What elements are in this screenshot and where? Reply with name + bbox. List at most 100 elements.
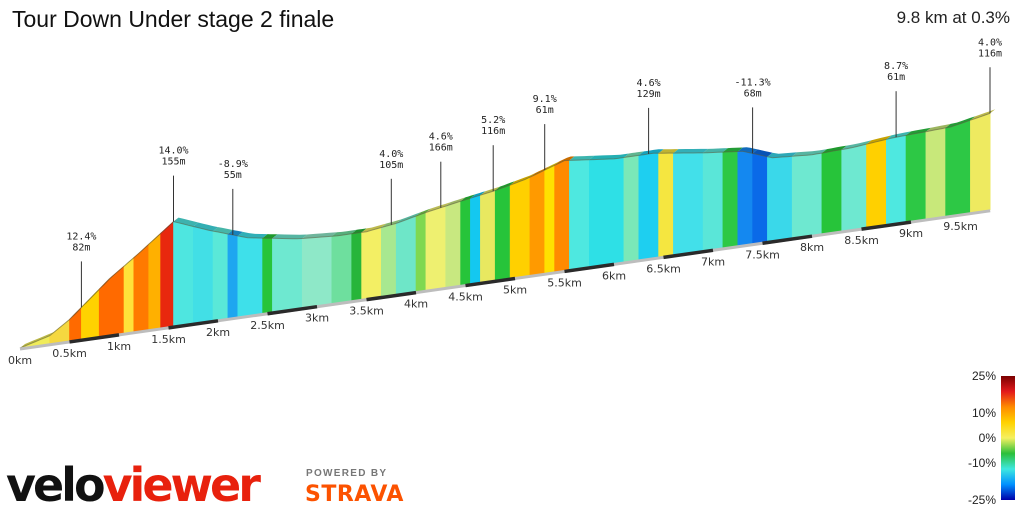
profile-segment-top [792,149,827,157]
profile-segment-top [569,155,595,161]
profile-segment [509,176,531,279]
profile-segment-top [886,131,911,140]
gradient-legend-bar [1001,376,1015,500]
profile-segment [905,131,927,223]
x-tick-label: 3.5km [349,305,384,318]
axis-scale-band [762,234,813,245]
axis-scale-band [861,220,912,231]
x-tick-label: 5km [503,284,527,297]
annotation-grade: -11.3% [735,77,771,88]
profile-segment [638,152,659,261]
page-title: Tour Down Under stage 2 finale [12,6,335,32]
profile-outline-line [19,112,991,349]
profile-segment [569,159,590,271]
x-tick-label: 2km [206,326,230,339]
profile-segment [544,164,555,274]
legend-label: 10% [971,406,996,420]
x-tick-label: 4km [404,298,428,311]
profile-segment-top [866,135,892,145]
profile-segment-top [673,148,709,154]
distance-axis: 0km 0.5km 1km 1.5km 2km 2.5km 3km 3.5km 4km 4.5km… [8,209,991,367]
profile-segment [821,149,843,235]
axis-scale-band [267,304,318,316]
annotation-length: 116m [481,126,505,137]
x-tick-label: 5.5km [547,276,582,289]
x-tick-label: 1.5km [151,333,186,346]
x-tick-label: 7km [701,255,725,268]
profile-segment-top [262,234,278,239]
route-summary: 9.8 km at 0.3% [896,8,1010,27]
profile-segment [623,155,640,263]
profile-segment-top [906,127,931,136]
axis-scale-band [663,248,714,260]
profile-segment-top [925,123,951,132]
profile-segment-top [623,151,644,158]
annotation-length: 129m [637,89,661,100]
x-tick-label: 6.5km [646,262,681,275]
profile-segment [351,232,362,302]
x-tick-label: 9.5km [943,220,978,233]
x-tick-label: 9km [899,227,923,240]
legend-label: 25% [971,369,996,383]
axis-scale-band [168,319,219,330]
x-tick-label: 3km [305,312,329,325]
annotation-length: 166m [429,143,453,154]
strava-logo[interactable]: STRAVA [305,482,404,507]
profile-segment [885,135,907,225]
profile-segment-top [351,228,367,234]
profile-segment-top [213,227,233,234]
axis-scale-band [465,276,516,288]
logo-velo-text: velo [6,458,106,512]
profile-segment-top [658,149,679,154]
annotation-grade: 9.1% [533,94,557,105]
profile-segment [272,237,303,313]
profile-segment-top [945,116,976,128]
profile-segment [841,143,867,232]
logo-viewer-text: viewer [102,458,261,512]
profile-segment-top [302,232,337,239]
profile-segment-top [722,147,743,153]
profile-segment [470,194,481,285]
annotation-grade: -8.9% [218,159,248,170]
profile-segment-top [237,231,268,239]
profile-segment [415,212,427,292]
x-tick-label: 6km [602,269,626,282]
profile-segment [425,205,447,291]
profile-segment [480,190,496,283]
annotation-grade: 4.0% [379,149,403,160]
profile-segment [123,256,135,334]
x-tick-label: 0km [8,354,32,367]
profile-segment [945,119,971,217]
profile-segment [227,233,239,319]
veloviewer-logo[interactable]: velo viewer [6,456,261,512]
profile-segment-top [361,223,387,233]
legend-label: -10% [967,456,996,470]
profile-segment-top [99,262,129,290]
profile-segment [301,235,333,309]
profile-segment-top [272,234,308,239]
annotation-length: 68m [744,88,762,99]
profile-segment [722,151,739,249]
x-tick-label: 2.5km [250,319,285,332]
profile-segment-top [445,197,466,207]
profile-segment-top [970,109,996,121]
profile-segment-top [396,212,421,224]
profile-segment-top [470,191,486,199]
profile-segment-top [331,229,357,237]
profile-segment [554,160,570,273]
annotation-grade: 14.0% [158,146,188,157]
profile-segment [925,127,946,220]
annotation-length: 61m [887,72,905,83]
annotation-length: 82m [72,242,90,253]
profile-segment [752,153,768,245]
profile-segment [81,288,100,340]
annotation-grade: 12.4% [66,231,96,242]
profile-segment-top [173,217,199,227]
profile-segment-top [460,194,476,202]
profile-segment-top [638,149,664,156]
profile-segment [331,233,353,304]
profile-segment-top [510,173,535,186]
x-tick-label: 8.5km [844,234,879,247]
profile-segment [212,230,229,321]
annotation-grade: 5.2% [481,115,505,126]
